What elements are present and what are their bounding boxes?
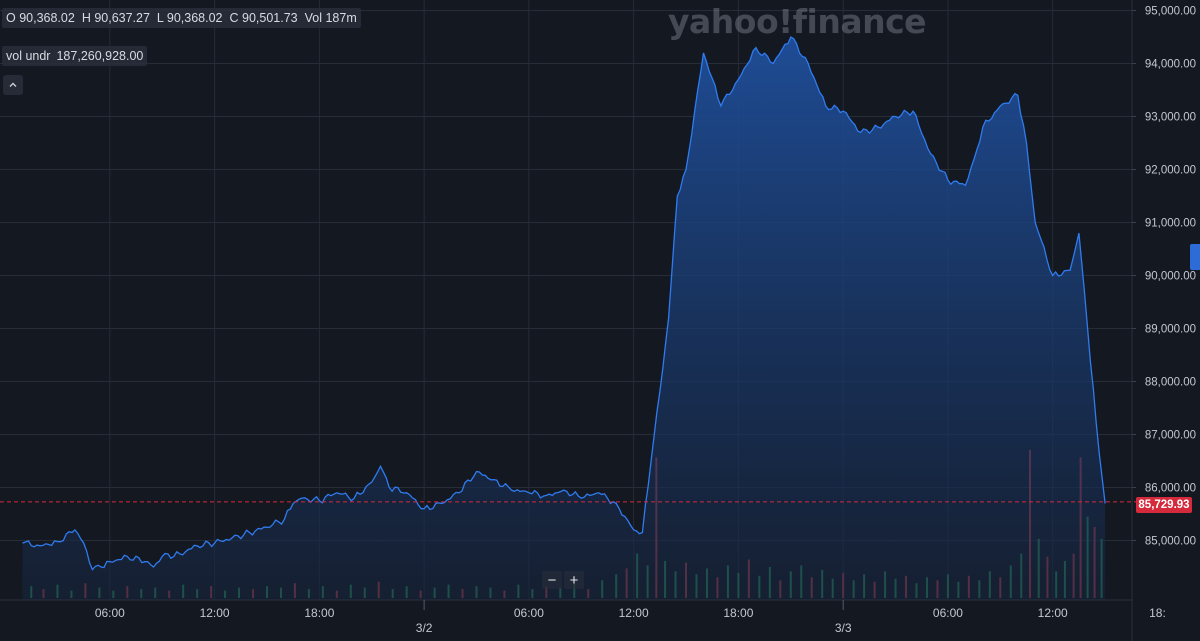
y-tick-label: 89,000.00 [1145, 324, 1196, 336]
collapse-legend-button[interactable] [3, 75, 23, 95]
chevron-up-icon [9, 82, 17, 87]
x-tick-label: 06:00 [514, 606, 544, 620]
yahoo-finance-watermark: yahoo!finance [668, 2, 927, 41]
y-tick-label: 88,000.00 [1145, 377, 1196, 389]
x-axis: 06:00 12:00 18:00 3/2 06:00 12:00 18:00 3/3 06:0… [0, 599, 1166, 635]
x-tick-label: 3/2 [416, 621, 433, 635]
y-tick-label: 93,000.00 [1145, 112, 1196, 124]
x-tick-label: 12:00 [200, 606, 230, 620]
volume-indicator-value: 187,260,928.00 [56, 49, 144, 63]
y-tick-label: 92,000.00 [1145, 165, 1196, 177]
y-tick-label: 85,000.00 [1145, 536, 1196, 548]
x-tick-label: 18:00 [723, 606, 753, 620]
price-scale-handle[interactable] [1190, 244, 1200, 270]
volume-indicator-legend[interactable]: vol undr 187,260,928.00 [2, 46, 148, 66]
volume-value: Vol 187m [304, 11, 357, 25]
ohlc-legend: O 90,368.02 H 90,637.27 L 90,368.02 C 90… [2, 8, 361, 28]
x-tick-label: 12:00 [1038, 606, 1068, 620]
current-price-label: 85,729.93 [1136, 497, 1192, 513]
y-tick-label: 87,000.00 [1145, 430, 1196, 442]
y-tick-label: 95,000.00 [1145, 6, 1196, 18]
y-tick-label: 86,000.00 [1145, 483, 1196, 495]
price-line [22, 36, 1106, 571]
y-axis: 85,000.00 86,000.00 87,000.00 88,000.00 89,0… [1132, 6, 1196, 548]
zoom-out-button[interactable]: − [542, 571, 562, 589]
zoom-controls: − + [542, 571, 584, 589]
x-tick-label: 06:00 [933, 606, 963, 620]
x-tick-label: 18:00 [304, 606, 334, 620]
y-tick-label: 94,000.00 [1145, 59, 1196, 71]
low-value: L 90,368.02 [156, 11, 223, 25]
y-tick-label: 91,000.00 [1145, 218, 1196, 230]
open-value: O 90,368.02 [6, 11, 75, 25]
zoom-in-button[interactable]: + [564, 571, 584, 589]
x-tick-label: 18: [1149, 606, 1166, 620]
price-area-fill [22, 37, 1106, 600]
volume-indicator-label: vol undr [6, 49, 51, 63]
x-tick-label: 12:00 [619, 606, 649, 620]
y-tick-label: 90,000.00 [1145, 271, 1196, 283]
x-tick-label: 06:00 [95, 606, 125, 620]
close-value: C 90,501.73 [229, 11, 298, 25]
x-tick-label: 3/3 [835, 621, 852, 635]
high-value: H 90,637.27 [81, 11, 150, 25]
